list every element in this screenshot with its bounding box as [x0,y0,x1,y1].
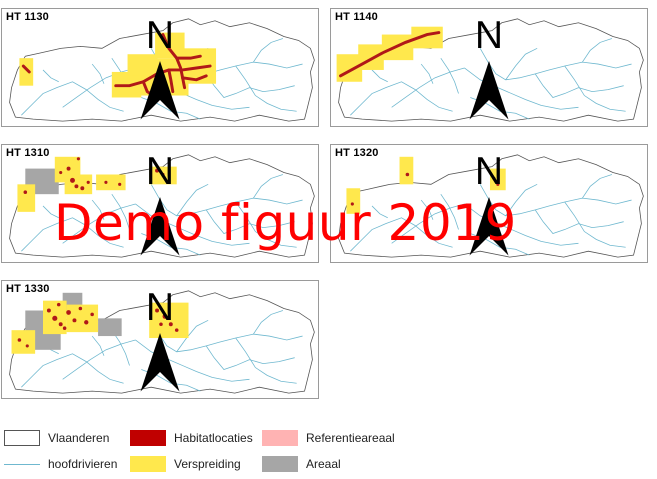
map-panel-ht-1130: HT 1130 N [1,8,319,127]
map-ht-1140 [336,18,644,122]
habitat-locations [350,172,500,206]
map-ht-1330 [9,290,315,394]
panel-title: HT 1330 [6,283,50,295]
watermark-text: Demo figuur 2019 [54,194,517,252]
map-ht-1320 [338,154,644,258]
panel-title: HT 1140 [335,11,378,23]
legend-label: hoofdrivieren [48,457,118,471]
north-label: N [475,150,503,193]
map-ht-1130 [9,18,315,122]
north-arrow-icon: N [140,14,180,120]
legend-label: Vlaanderen [48,431,110,445]
rivers-swatch [4,456,40,472]
north-label: N [146,150,174,193]
map-panel-ht-1310: HT 1310 N [1,144,319,263]
habitat-swatch [130,430,166,446]
map-panel-ht-1140: HT 1140 N [330,8,648,127]
legend-label: Areaal [306,457,341,471]
north-label: N [475,14,503,57]
verspreiding-area [346,156,506,214]
panel-title: HT 1320 [335,147,379,159]
north-arrow-icon: N [140,286,180,392]
legend-item-hoofdrivieren: hoofdrivieren [4,455,117,473]
legend-label: Habitatlocaties [174,431,253,445]
legend-item-habitatlocaties: Habitatlocaties [130,429,253,447]
legend-item-vlaanderen: Vlaanderen [4,429,109,447]
areaal-swatch [262,456,298,472]
map-ht-1310 [9,154,315,258]
map-panel-ht-1320: HT 1320 N [330,144,648,263]
map-legend: Vlaanderen hoofdrivieren Habitatlocaties… [0,425,657,475]
legend-label: Verspreiding [174,457,241,471]
verspreiding-swatch [130,456,166,472]
legend-label: Referentieareaal [306,431,395,445]
map-panel-ht-1330: HT 1330 N [1,280,319,399]
panel-title: HT 1310 [6,147,50,159]
vlaanderen-swatch [4,430,40,446]
north-arrow-icon: N [469,150,509,256]
legend-item-referentieareaal: Referentieareaal [262,429,395,447]
habitat-locations [17,302,179,348]
habitat-locations [339,31,441,78]
north-arrow-icon: N [140,150,180,256]
panel-title: HT 1130 [6,11,49,23]
north-arrow-icon: N [469,14,509,120]
referentieareaal-swatch [262,430,298,446]
legend-item-areaal: Areaal [262,455,341,473]
habitat-locations [23,157,165,194]
verspreiding-area [17,156,177,212]
legend-item-verspreiding: Verspreiding [130,455,241,473]
north-label: N [146,286,174,329]
north-label: N [146,14,174,57]
